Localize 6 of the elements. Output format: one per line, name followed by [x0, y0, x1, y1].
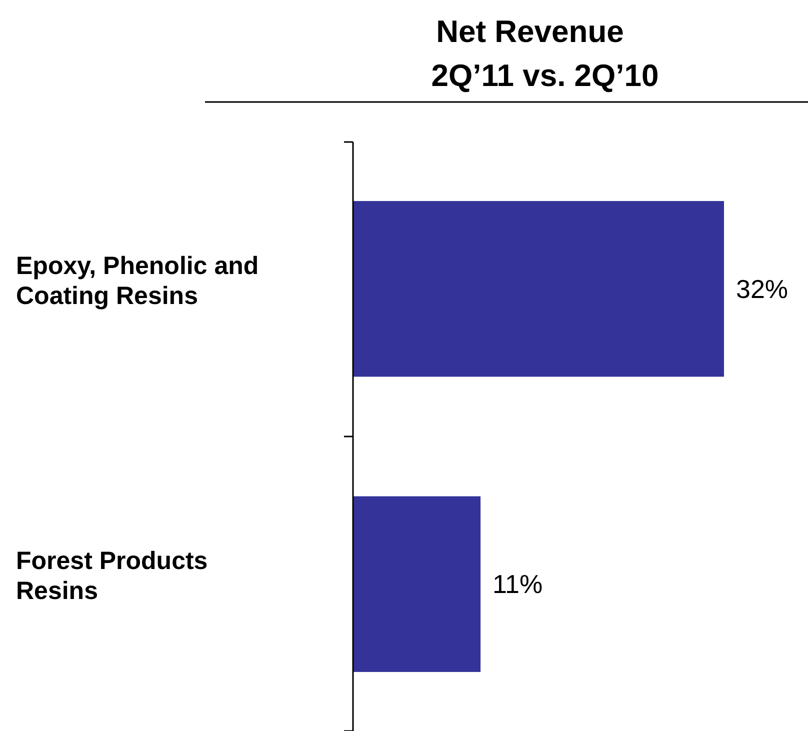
y-tick-label: Forest Products Resins [16, 547, 208, 606]
data-label: 32% [736, 274, 788, 304]
chart-subtitle: 2Q’11 vs. 2Q’10 [431, 58, 659, 93]
y-tick-label: Epoxy, Phenolic and Coating Resins [16, 252, 259, 310]
chart-title: Net Revenue [436, 14, 624, 49]
data-label: 11% [492, 569, 543, 600]
